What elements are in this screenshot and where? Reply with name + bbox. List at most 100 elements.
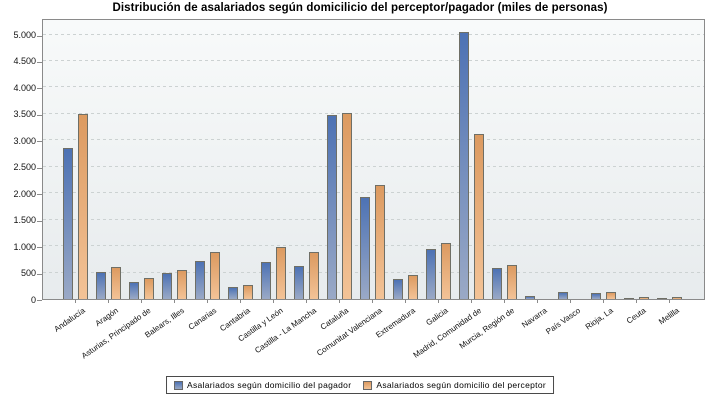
bar-perceptor bbox=[144, 278, 154, 299]
bar-pagador bbox=[360, 196, 370, 299]
chart-title: Distribución de asalariados según domici… bbox=[112, 2, 608, 14]
legend-label-perceptor: Asalariados según domicilio del percepto… bbox=[376, 380, 546, 390]
legend-item-pagador: Asalariados según domicilio del pagador bbox=[174, 380, 351, 390]
gridline bbox=[43, 59, 704, 61]
y-axis-tick bbox=[37, 194, 42, 196]
x-axis-tick bbox=[470, 300, 472, 303]
bar-pagador bbox=[195, 260, 205, 299]
y-axis-label: 3.500 bbox=[13, 109, 36, 120]
x-axis-tick bbox=[107, 300, 109, 303]
gridline bbox=[43, 218, 704, 220]
x-axis-label: Canarias bbox=[187, 306, 219, 332]
x-axis-label: Ceuta bbox=[625, 306, 648, 326]
x-axis-label: Andalucía bbox=[52, 306, 87, 334]
y-axis-tick bbox=[37, 220, 42, 222]
x-axis-tick bbox=[569, 300, 571, 303]
x-axis-tick bbox=[272, 300, 274, 303]
bar-pagador bbox=[96, 272, 106, 299]
bar-perceptor bbox=[639, 296, 649, 299]
y-axis-tick bbox=[37, 35, 42, 37]
y-axis-tick bbox=[37, 247, 42, 249]
y-axis-tick bbox=[37, 167, 42, 169]
bar-perceptor bbox=[375, 185, 385, 299]
bar-pagador bbox=[624, 297, 634, 299]
x-axis-label: Navarra bbox=[520, 306, 549, 330]
bar-pagador bbox=[426, 248, 436, 299]
bar-perceptor bbox=[408, 275, 418, 299]
y-axis-tick bbox=[37, 273, 42, 275]
y-axis-label: 2.000 bbox=[13, 188, 36, 199]
bar-perceptor bbox=[276, 247, 286, 299]
y-axis-label: 4.500 bbox=[13, 56, 36, 67]
bar-perceptor bbox=[342, 113, 352, 299]
gridline bbox=[43, 33, 704, 35]
y-axis-tick bbox=[37, 114, 42, 116]
y-axis-tick bbox=[37, 61, 42, 63]
y-axis-label: 2.500 bbox=[13, 162, 36, 173]
x-axis-tick bbox=[536, 300, 538, 303]
bar-perceptor bbox=[606, 292, 616, 299]
x-axis-label: Melilla bbox=[656, 306, 681, 327]
gridline bbox=[43, 165, 704, 167]
bar-pagador bbox=[261, 262, 271, 299]
x-axis-tick bbox=[602, 300, 604, 303]
gridline bbox=[43, 112, 704, 114]
legend: Asalariados según domicilio del pagador … bbox=[166, 376, 554, 394]
bar-perceptor bbox=[507, 264, 517, 299]
x-axis-tick bbox=[74, 300, 76, 303]
bar-pagador bbox=[327, 115, 337, 299]
x-axis-label: Castilla - La Mancha bbox=[252, 306, 318, 356]
bar-perceptor bbox=[309, 252, 319, 299]
bar-pagador bbox=[129, 281, 139, 299]
y-axis-tick bbox=[37, 141, 42, 143]
legend-swatch-pagador-icon bbox=[174, 380, 184, 390]
gridline bbox=[43, 139, 704, 141]
x-axis-label: Galicia bbox=[424, 306, 450, 328]
legend-swatch-perceptor-icon bbox=[363, 380, 373, 390]
y-axis-label: 1.500 bbox=[13, 215, 36, 226]
y-axis-tick bbox=[37, 88, 42, 90]
gridline bbox=[43, 245, 704, 247]
bar-pagador bbox=[492, 268, 502, 299]
bar-perceptor bbox=[672, 296, 682, 299]
bar-perceptor bbox=[177, 270, 187, 299]
bar-pagador bbox=[525, 296, 535, 299]
bar-pagador bbox=[459, 31, 469, 299]
bar-perceptor bbox=[474, 134, 484, 299]
bar-perceptor bbox=[441, 242, 451, 299]
bar-perceptor bbox=[78, 114, 88, 299]
bar-pagador bbox=[591, 293, 601, 299]
x-axis-tick bbox=[305, 300, 307, 303]
x-axis-label: País Vasco bbox=[543, 306, 582, 337]
x-axis-tick bbox=[437, 300, 439, 303]
bar-pagador bbox=[558, 292, 568, 299]
x-axis-tick bbox=[338, 300, 340, 303]
y-axis-label: 0 bbox=[30, 294, 36, 305]
bar-pagador bbox=[228, 287, 238, 299]
x-axis-tick bbox=[503, 300, 505, 303]
x-axis-label: Aragón bbox=[93, 306, 120, 329]
x-axis-tick bbox=[239, 300, 241, 303]
x-axis-tick bbox=[173, 300, 175, 303]
y-axis-tick bbox=[37, 300, 42, 301]
legend-label-pagador: Asalariados según domicilio del pagador bbox=[187, 380, 352, 390]
gridline bbox=[43, 192, 704, 194]
y-axis-label: 5.000 bbox=[13, 30, 36, 40]
bar-pagador bbox=[294, 266, 304, 299]
y-axis-label: 3.000 bbox=[13, 135, 36, 146]
x-axis-tick bbox=[371, 300, 373, 303]
bar-pagador bbox=[162, 273, 172, 299]
bar-pagador bbox=[393, 279, 403, 299]
x-axis-tick bbox=[635, 300, 637, 303]
plot-area bbox=[42, 19, 705, 300]
y-axis-label: 500 bbox=[20, 268, 36, 279]
x-axis-label: Rioja, La bbox=[583, 306, 615, 332]
bar-perceptor bbox=[210, 251, 220, 299]
bar-pagador bbox=[657, 297, 667, 299]
y-axis-label: 1.000 bbox=[13, 241, 36, 252]
legend-item-perceptor: Asalariados según domicilio del percepto… bbox=[363, 380, 546, 390]
y-axis-label: 4.000 bbox=[13, 82, 36, 93]
bar-perceptor bbox=[111, 266, 121, 299]
x-axis-tick bbox=[668, 300, 670, 303]
